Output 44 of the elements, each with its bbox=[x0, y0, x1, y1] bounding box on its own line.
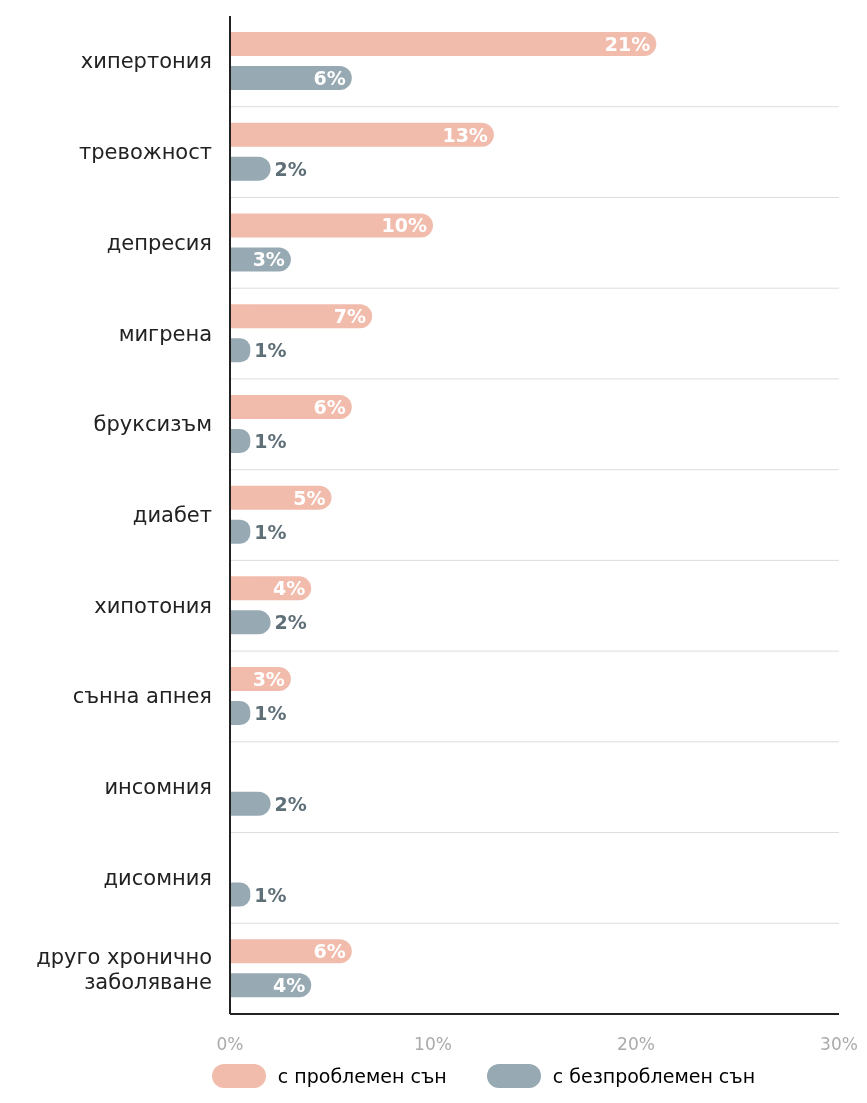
data-label: 13% bbox=[442, 123, 488, 146]
data-label: 10% bbox=[381, 214, 427, 237]
data-label: 5% bbox=[293, 486, 326, 509]
bar bbox=[230, 122, 494, 147]
data-label: 7% bbox=[333, 305, 367, 328]
y-tick-label: хипотония bbox=[94, 593, 212, 618]
y-tick-label: бруксизъм bbox=[93, 412, 212, 437]
bar bbox=[230, 32, 657, 56]
data-label: 2% bbox=[274, 611, 307, 634]
data-label: 2% bbox=[274, 792, 307, 815]
y-tick-label: сънна апнея bbox=[72, 684, 212, 709]
y-tick-label: диабет bbox=[132, 503, 212, 527]
data-label: 1% bbox=[254, 339, 287, 362]
data-label: 4% bbox=[272, 974, 306, 997]
data-label: 21% bbox=[604, 33, 651, 55]
legend-label: с проблемен сън bbox=[277, 1065, 447, 1087]
x-tick-label: 10% bbox=[414, 1034, 452, 1055]
y-tick-label: депресия bbox=[106, 230, 212, 255]
data-label: 3% bbox=[252, 668, 285, 691]
data-label: 1% bbox=[254, 883, 287, 906]
y-tick-label: дисомния bbox=[103, 865, 212, 890]
bar bbox=[230, 791, 271, 816]
data-label: 2% bbox=[274, 157, 307, 180]
bar bbox=[230, 304, 373, 329]
x-tick-label: 0% bbox=[216, 1034, 244, 1055]
y-tick-label: тревожност bbox=[79, 140, 212, 165]
y-tick-label: инсомния bbox=[104, 775, 212, 800]
bar bbox=[230, 213, 433, 238]
data-label: 6% bbox=[313, 67, 346, 89]
x-tick-label: 30% bbox=[820, 1034, 858, 1055]
y-tick-label: хипертония bbox=[80, 49, 212, 74]
data-label: 3% bbox=[252, 248, 285, 271]
data-label: 1% bbox=[254, 429, 287, 452]
data-label: 6% bbox=[313, 395, 346, 418]
data-label: 1% bbox=[254, 702, 287, 725]
bar bbox=[230, 156, 271, 181]
data-label: 1% bbox=[254, 520, 287, 543]
data-label: 4% bbox=[272, 577, 306, 600]
y-tick-label: мигрена bbox=[118, 321, 212, 346]
bar bbox=[230, 610, 271, 635]
data-label: 6% bbox=[313, 940, 346, 963]
x-tick-label: 20% bbox=[617, 1034, 655, 1055]
legend-label: с безпроблемен сън bbox=[552, 1065, 756, 1087]
y-tick-label: друго хронично заболяване bbox=[36, 944, 212, 994]
